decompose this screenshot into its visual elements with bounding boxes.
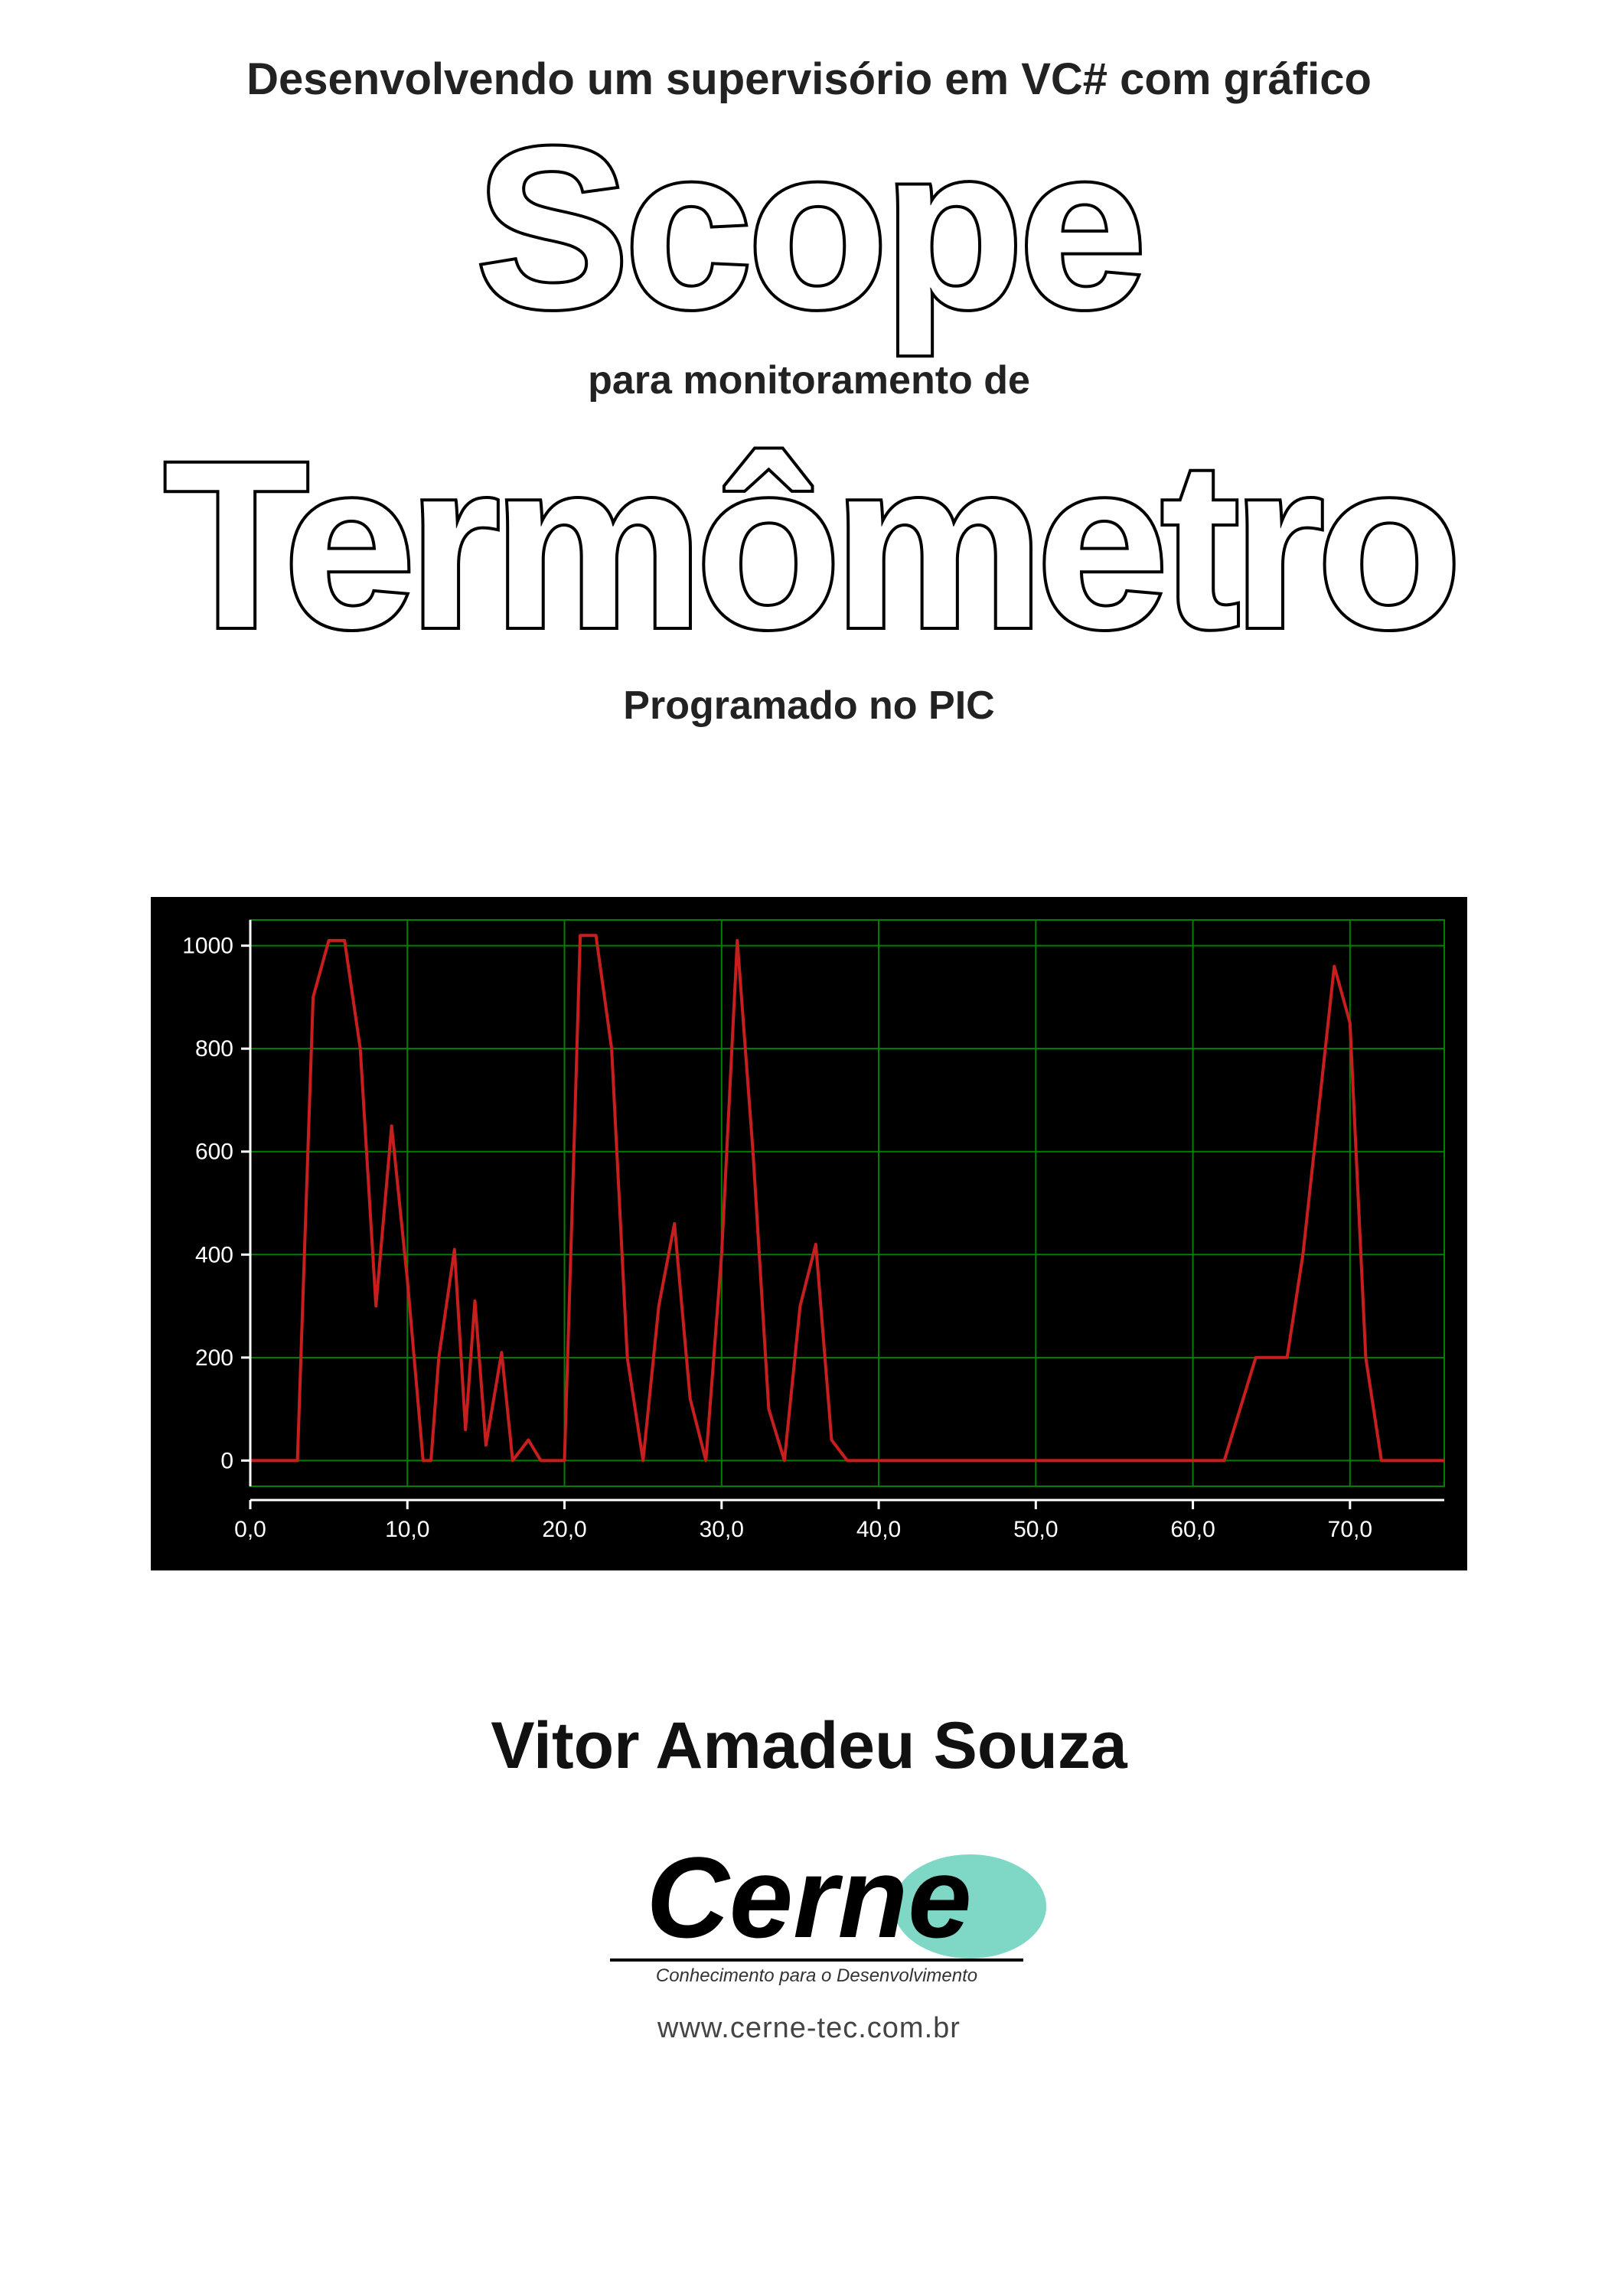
subtitle-bottom: Programado no PIC [0,683,1618,729]
publisher-url: www.cerne-tec.com.br [564,2012,1054,2045]
page: Desenvolvendo um supervisório em VC# com… [0,0,1618,2296]
publisher-logo: Cerne Conhecimento para o Desenvolviment… [564,1845,1054,2045]
y-tick-label: 400 [195,1242,233,1267]
y-tick-label: 800 [195,1036,233,1062]
x-tick-label: 10,0 [385,1517,429,1542]
logo-text: Cerne [646,1845,971,1962]
x-tick-label: 30,0 [700,1517,744,1542]
x-tick-label: 50,0 [1013,1517,1058,1542]
x-tick-label: 40,0 [856,1517,901,1542]
y-tick-label: 600 [195,1140,233,1165]
chart-background [151,897,1467,1570]
y-tick-label: 200 [195,1345,233,1371]
cerne-logo-svg: Cerne Conhecimento para o Desenvolviment… [564,1845,1054,1998]
y-tick-label: 1000 [182,934,233,959]
title-scope: Scope [0,113,1618,342]
subtitle-top: Desenvolvendo um supervisório em VC# com… [0,54,1618,105]
subtitle-mid: para monitoramento de [0,357,1618,403]
logo-tagline: Conhecimento para o Desenvolvimento [656,1965,977,1986]
x-tick-label: 60,0 [1170,1517,1215,1542]
author-name: Vitor Amadeu Souza [0,1708,1618,1784]
scope-chart: 0 200 400 600 800 1000 0,0 10,0 20,0 30,0 40,0 50,0… [151,897,1467,1570]
title-termometro: Termômetro [0,426,1618,664]
x-tick-label: 0,0 [234,1517,266,1542]
x-tick-label: 70,0 [1328,1517,1372,1542]
y-tick-label: 0 [220,1448,233,1473]
x-tick-label: 20,0 [542,1517,586,1542]
scope-chart-svg: 0 200 400 600 800 1000 0,0 10,0 20,0 30,0 40,0 50,0… [151,897,1467,1570]
